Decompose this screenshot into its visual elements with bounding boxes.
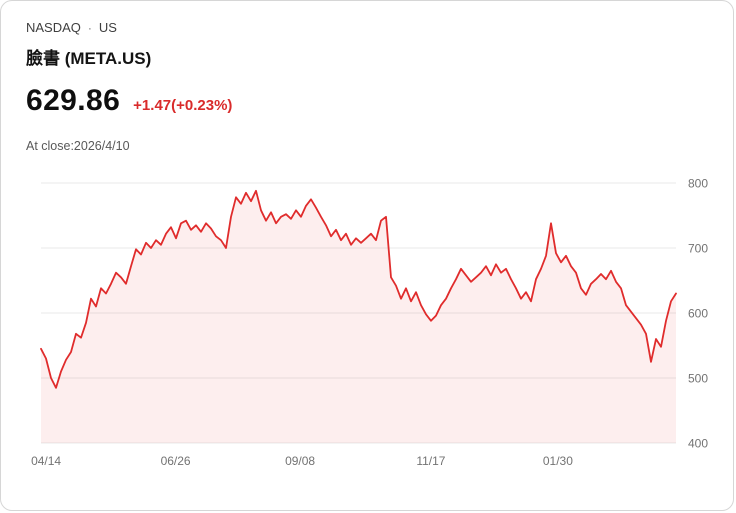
price-row: 629.86 +1.47(+0.23%) — [26, 84, 232, 118]
price-value: 629.86 — [26, 84, 121, 117]
separator-dot: · — [87, 20, 92, 35]
x-axis-tick-label: 04/14 — [31, 454, 61, 468]
price-line — [40, 189, 677, 389]
x-axis-tick-label: 09/08 — [285, 454, 315, 468]
price-chart[interactable]: 400 500 600 700 800 04/14 06/26 09/08 11/17 01/30 — [11, 175, 711, 475]
x-axis-tick-label: 01/30 — [543, 454, 573, 468]
stock-title: 臉書 (META.US) — [26, 49, 152, 68]
price-change: +1.47(+0.23%) — [133, 97, 233, 114]
exchange-row: NASDAQ · US — [26, 20, 117, 35]
y-axis-tick-label: 600 — [688, 307, 708, 321]
region-label: US — [98, 20, 117, 35]
price-area-fill — [41, 190, 676, 443]
exchange-label: NASDAQ — [26, 20, 81, 35]
x-axis-tick-label: 11/17 — [416, 454, 445, 468]
y-axis-tick-label: 700 — [688, 242, 708, 256]
y-axis-tick-label: 800 — [688, 177, 708, 191]
y-axis-tick-label: 400 — [688, 437, 708, 451]
close-info: At close:2026/4/10 — [26, 139, 130, 153]
y-axis-tick-label: 500 — [688, 372, 708, 386]
x-axis-tick-label: 06/26 — [161, 454, 191, 468]
